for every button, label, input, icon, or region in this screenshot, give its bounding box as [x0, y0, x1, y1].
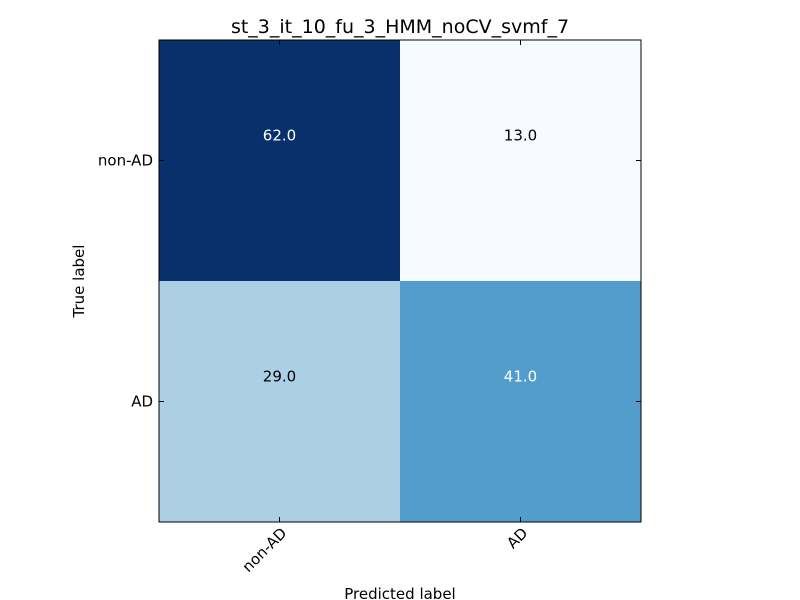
axis-ticks [159, 40, 641, 522]
heatmap-cell-r1-c1 [400, 281, 641, 522]
cell-value-label-r1-c1: 41.0 [504, 368, 537, 386]
x-tick-label-1: AD [503, 524, 531, 552]
cell-value-label-r0-c0: 62.0 [263, 127, 296, 145]
heatmap-cell-labels: 62.0 13.0 29.0 41.0 [263, 127, 537, 386]
y-tick-label-0: non-AD [98, 152, 153, 170]
y-tick-label-1: AD [131, 393, 153, 411]
chart-title: st_3_it_10_fu_3_HMM_noCV_svmf_7 [231, 16, 569, 38]
heatmap-cell-r0-c1 [400, 40, 641, 281]
heatmap-cell-r1-c0 [159, 281, 400, 522]
cell-value-label-r1-c0: 29.0 [263, 368, 296, 386]
x-axis-label: Predicted label [344, 585, 455, 600]
cell-value-label-r0-c1: 13.0 [504, 127, 537, 145]
heatmap-cell-r0-c0 [159, 40, 400, 281]
x-tick-label-0: non-AD [239, 524, 291, 576]
heatmap-cells [159, 40, 641, 522]
plot-frame [158, 39, 642, 523]
y-axis-label: True label [70, 245, 88, 319]
